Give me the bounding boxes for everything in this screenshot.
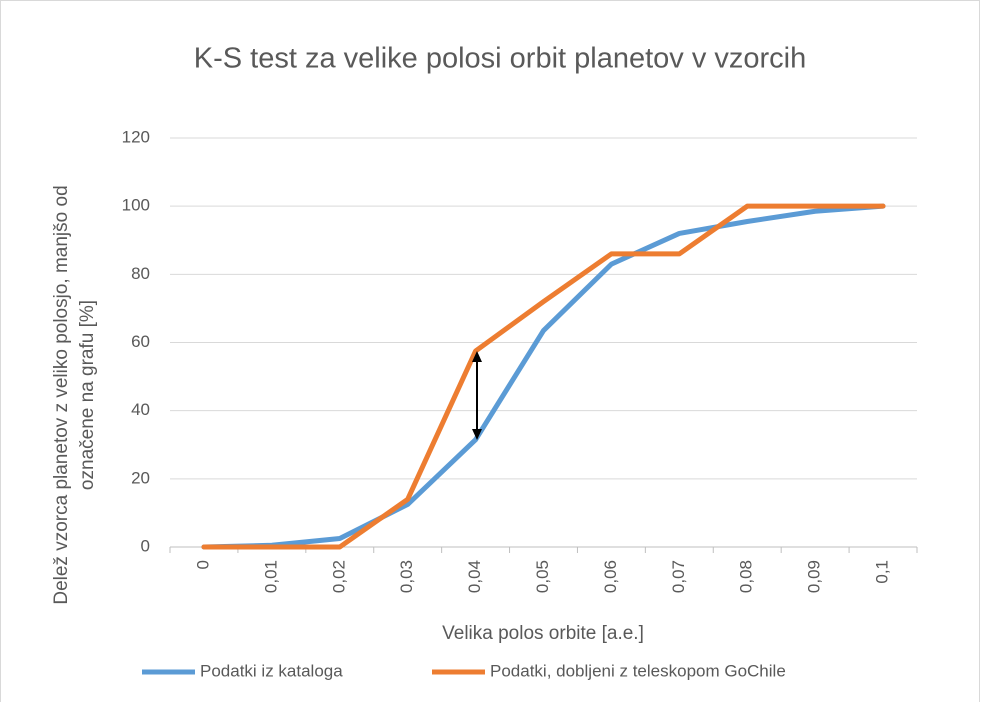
- y-tick-label: 120: [122, 127, 150, 146]
- x-tick-label: 0,06: [601, 560, 620, 593]
- y-axis-label: Delež vzorca planetov z veliko polosjo, …: [51, 185, 72, 604]
- series-line: [201, 203, 886, 550]
- series-line: [201, 203, 886, 550]
- y-tick-label: 60: [131, 332, 150, 351]
- legend-label: Podatki, dobljeni z teleskopom GoChile: [490, 661, 786, 680]
- x-tick-label: 0,04: [465, 560, 484, 593]
- y-tick-label: 40: [131, 400, 150, 419]
- x-tick-label: 0,1: [873, 560, 892, 584]
- x-tick-label: 0,08: [737, 560, 756, 593]
- y-tick-label: 0: [141, 536, 150, 555]
- ks-arrow: [472, 351, 482, 440]
- x-tick-label: 0,02: [329, 560, 348, 593]
- x-tick-label: 0,05: [533, 560, 552, 593]
- legend-label: Podatki iz kataloga: [200, 661, 343, 680]
- x-tick-label: 0,07: [669, 560, 688, 593]
- x-axis-label: Velika polos orbite [a.e.]: [442, 623, 644, 644]
- chart-title: K-S test za velike polosi orbit planetov…: [194, 43, 807, 75]
- x-tick-label: 0,03: [397, 560, 416, 593]
- y-tick-label: 100: [122, 196, 150, 215]
- x-tick-label: 0: [193, 560, 212, 569]
- y-tick-label: 80: [131, 264, 150, 283]
- x-tick-label: 0,09: [805, 560, 824, 593]
- y-axis-label: označene na grafu [%]: [77, 300, 98, 490]
- y-tick-label: 20: [131, 468, 150, 487]
- x-tick-label: 0,01: [261, 560, 280, 593]
